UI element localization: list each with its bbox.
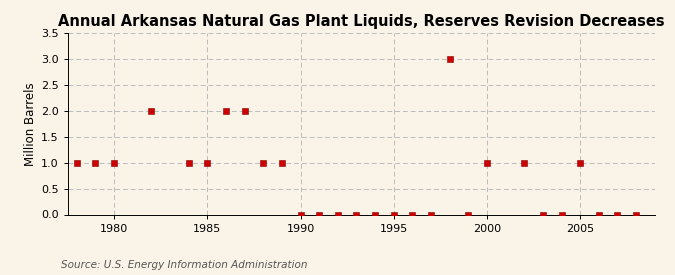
Point: [184, 160, 194, 165]
Point: [90, 160, 101, 165]
Point: [221, 109, 232, 113]
Point: [258, 160, 269, 165]
Point: [146, 109, 157, 113]
Point: [202, 160, 213, 165]
Y-axis label: Million Barrels: Million Barrels: [24, 82, 36, 166]
Point: [463, 212, 474, 217]
Point: [277, 160, 288, 165]
Point: [519, 160, 530, 165]
Point: [72, 160, 82, 165]
Point: [351, 212, 362, 217]
Point: [332, 212, 343, 217]
Text: Source: U.S. Energy Information Administration: Source: U.S. Energy Information Administ…: [61, 260, 307, 270]
Point: [426, 212, 437, 217]
Point: [481, 160, 492, 165]
Point: [314, 212, 325, 217]
Point: [370, 212, 381, 217]
Point: [593, 212, 604, 217]
Point: [388, 212, 399, 217]
Point: [239, 109, 250, 113]
Point: [630, 212, 641, 217]
Title: Annual Arkansas Natural Gas Plant Liquids, Reserves Revision Decreases: Annual Arkansas Natural Gas Plant Liquid…: [58, 14, 664, 29]
Point: [537, 212, 548, 217]
Point: [575, 160, 586, 165]
Point: [612, 212, 623, 217]
Point: [444, 57, 455, 61]
Point: [109, 160, 119, 165]
Point: [407, 212, 418, 217]
Point: [295, 212, 306, 217]
Point: [556, 212, 567, 217]
